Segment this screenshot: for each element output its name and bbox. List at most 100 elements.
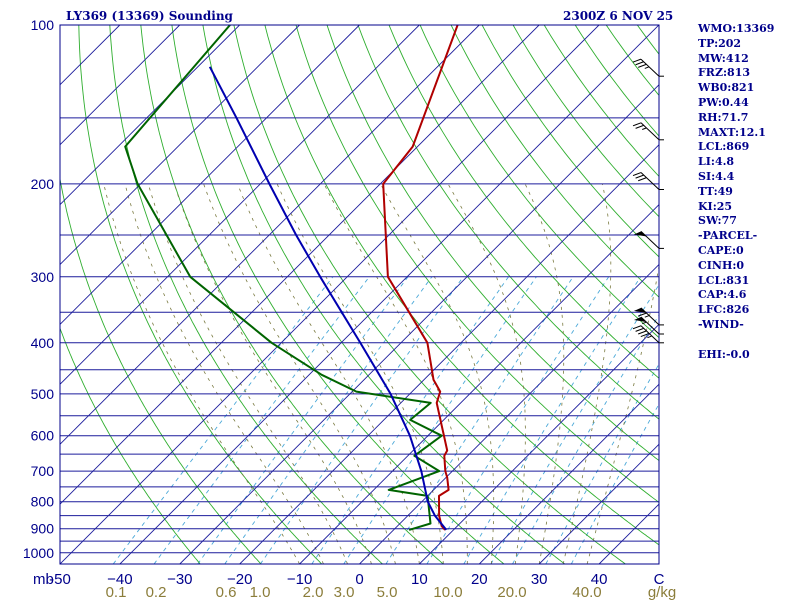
index-item: -WIND- (698, 317, 744, 331)
mixing-ratio-tick-label: 0.1 (106, 584, 127, 600)
pressure-tick-label: 900 (31, 521, 55, 537)
mixing-ratio-tick-label: 0.2 (146, 584, 167, 600)
wind-barb (632, 172, 664, 190)
isotherm (60, 25, 300, 266)
wind-barb-flag (632, 122, 642, 127)
isotherm (119, 25, 659, 564)
isotherm (419, 323, 659, 564)
index-item: TP:202 (698, 36, 742, 50)
index-item: -PARCEL- (698, 229, 758, 243)
temperature-tick-label: -50 (49, 571, 71, 588)
wind-barb-flag (638, 312, 647, 317)
wind-barb (634, 307, 664, 326)
wind-barb-pennant (634, 307, 646, 313)
wind-barb-flag (635, 174, 644, 179)
moist-adiabat (323, 183, 468, 564)
isotherm (60, 25, 360, 326)
isotherm (239, 144, 659, 564)
temperature-tick-label: −40 (107, 571, 132, 588)
dry-adiabat (140, 25, 444, 564)
isotherm (60, 25, 420, 385)
wind-barb (632, 58, 664, 77)
parcel-trace (208, 66, 448, 531)
index-item: TT:49 (698, 184, 733, 198)
sounding-traces (124, 25, 459, 531)
temperature-tick-label: −30 (167, 571, 192, 588)
mixing-ratio-line (197, 276, 409, 564)
index-item: LFC:826 (698, 303, 750, 317)
wind-barb-staff (640, 122, 660, 141)
mixing-ratio-line (343, 276, 537, 564)
wind-barb-staff (640, 172, 660, 190)
temperature-trace (382, 25, 459, 531)
isotherm (299, 203, 659, 564)
pressure-tick-label: 1000 (23, 545, 54, 561)
wind-barbs (632, 58, 664, 344)
moist-adiabat (203, 183, 396, 564)
wind-barb-half-flag (642, 127, 647, 130)
index-item: SW:77 (698, 214, 737, 228)
temperature-tick-label: 40 (591, 571, 608, 588)
index-item: FRZ:813 (698, 66, 751, 80)
mixing-ratio-line (426, 276, 610, 564)
pressure-tick-label: 100 (31, 17, 55, 33)
pressure-tick-label: 700 (31, 463, 55, 479)
temperature-tick-label: 20 (471, 571, 488, 588)
dry-adiabat (481, 25, 659, 258)
dry-adiabat (60, 176, 262, 564)
wind-barb-staff (640, 58, 660, 77)
pressure-tick-label: 300 (31, 269, 55, 285)
plot-background (60, 25, 659, 564)
dry-adiabat (78, 25, 323, 564)
wind-barb (634, 316, 664, 335)
index-item: WB0:821 (698, 81, 755, 95)
thermo-grid (60, 25, 659, 564)
index-item: RH:71.7 (698, 110, 749, 124)
pressure-tick-label: 600 (31, 428, 55, 444)
wind-barb-flag (638, 330, 647, 335)
index-item: PW:0.44 (698, 95, 749, 109)
temperature-tick-label: 10 (411, 571, 428, 588)
index-item: CAP:4.6 (698, 288, 747, 302)
index-item: MW:412 (698, 51, 749, 65)
moist-adiabat (380, 183, 495, 564)
wind-barb-half-flag (644, 315, 649, 318)
wind-barb-flag (638, 63, 647, 68)
dewpoint-trace (124, 25, 443, 531)
wind-barb-staff (640, 325, 660, 344)
pressure-tick-label: 800 (31, 494, 55, 510)
wind-barb-flag (635, 124, 644, 129)
dry-adiabat (60, 327, 201, 564)
index-item: LCL:831 (698, 273, 750, 287)
pressure-tick-label: 400 (31, 335, 55, 351)
mixing-ratio-line (490, 283, 659, 564)
wind-barb-half-flag (644, 66, 649, 69)
temperature-tick-label: C (654, 571, 665, 588)
station-title: LY369 (13369) Sounding (66, 9, 234, 23)
dry-adiabat (264, 25, 659, 546)
mixing-ratio-line (260, 276, 464, 564)
dry-adiabat (202, 25, 565, 564)
temperature-tick-label: −10 (287, 571, 312, 588)
index-item: LCL:869 (698, 140, 750, 154)
wind-barb-staff (640, 231, 660, 249)
isotherm (60, 25, 181, 146)
mixing-ratio-tick-label: 40.0 (572, 584, 601, 600)
stability-indices: WMO:13369 TP:202 MW:412 FRZ:813 WB0:821 PW:0.… (698, 22, 774, 362)
mixing-ratio-line (224, 276, 433, 564)
mixing-ratio-line (545, 363, 659, 564)
mixing-ratio-line (463, 276, 641, 564)
isotherm (359, 263, 659, 564)
wind-barb (632, 122, 664, 141)
mixing-ratio-tick-label: 20.0 (497, 584, 526, 600)
wind-barb-staff (640, 307, 660, 326)
index-item: WMO:13369 (698, 22, 775, 35)
temperature-tick-label: 30 (531, 571, 548, 588)
wind-barb (632, 325, 664, 344)
plot-frame (59, 24, 660, 565)
wind-barb-flag (640, 333, 649, 338)
dry-adiabat (171, 25, 505, 564)
isotherm (538, 443, 659, 564)
